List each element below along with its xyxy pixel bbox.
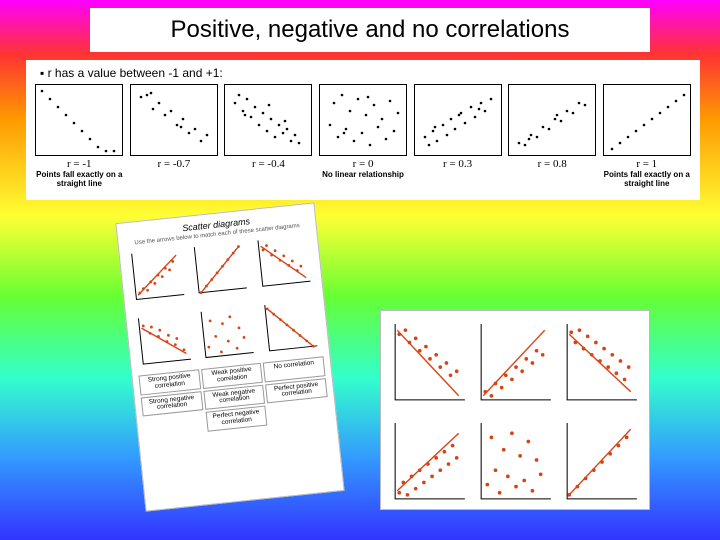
scatter-mini (319, 84, 407, 156)
ws2-scatter (389, 319, 469, 407)
ws2-cell (389, 418, 469, 511)
bullet-text: ▪ r has a value between -1 and +1: (40, 66, 692, 80)
ws2-cell (389, 319, 469, 412)
ws1-scatter (188, 238, 252, 300)
ws1-scatter (258, 296, 322, 358)
strip-cell: r = 1Points fall exactly on a straight l… (601, 84, 692, 189)
scatter-mini (414, 84, 502, 156)
strip-cell: r = -0.7 (129, 84, 220, 189)
ws1-scatter (132, 309, 196, 371)
ws2-cell (561, 418, 641, 511)
strip-plots-row: r = -1Points fall exactly on a straight … (34, 84, 692, 189)
ws2-scatter (561, 319, 641, 407)
ws2-cell (561, 319, 641, 412)
ws1-label-cell (268, 399, 330, 425)
r-label: r = -1 (67, 158, 92, 170)
ws2-scatter (389, 418, 469, 506)
ws1-scatter (125, 244, 189, 306)
scatter-mini (224, 84, 312, 156)
scatter-mini (130, 84, 218, 156)
worksheet-six-plots (380, 310, 650, 510)
r-label: r = 1 (636, 158, 657, 170)
ws2-scatter (475, 319, 555, 407)
ws1-cell (258, 296, 323, 363)
strip-cell: r = 0.8 (507, 84, 598, 189)
ws1-cell (125, 244, 190, 311)
worksheet2-grid (389, 319, 641, 501)
title-text: Positive, negative and no correlations (171, 16, 570, 43)
ws1-cell (188, 238, 253, 305)
bullet-label: r has a value between -1 and +1: (48, 66, 223, 80)
page-title: Positive, negative and no correlations (90, 8, 650, 52)
r-label: r = 0.3 (443, 158, 472, 170)
ws1-cell (132, 309, 197, 376)
ws1-label-cell (143, 412, 205, 438)
strip-cell: r = -1Points fall exactly on a straight … (34, 84, 125, 189)
worksheet1-grid (125, 231, 323, 370)
r-note: No linear relationship (322, 171, 404, 180)
scatter-mini (508, 84, 596, 156)
ws2-scatter (561, 418, 641, 506)
ws2-cell (475, 418, 555, 511)
ws2-cell (475, 319, 555, 412)
correlation-strip: ▪ r has a value between -1 and +1: r = -… (26, 60, 700, 200)
r-label: r = -0.4 (252, 158, 285, 170)
ws1-cell (195, 302, 260, 369)
ws1-label-cell: Perfect negative correlation (205, 406, 267, 432)
scatter-mini (35, 84, 123, 156)
strip-cell: r = 0.3 (412, 84, 503, 189)
strip-cell: r = 0No linear relationship (318, 84, 409, 189)
ws1-scatter (195, 302, 259, 364)
r-label: r = -0.7 (157, 158, 190, 170)
ws1-cell (251, 231, 316, 298)
r-label: r = 0.8 (538, 158, 567, 170)
r-note: Points fall exactly on a straight line (601, 171, 692, 189)
r-label: r = 0 (353, 158, 374, 170)
scatter-mini (603, 84, 691, 156)
worksheet-scatter-diagrams: Scatter diagrams Use the arrows below to… (115, 202, 344, 511)
strip-cell: r = -0.4 (223, 84, 314, 189)
ws2-scatter (475, 418, 555, 506)
ws1-scatter (251, 231, 315, 293)
r-note: Points fall exactly on a straight line (34, 171, 125, 189)
